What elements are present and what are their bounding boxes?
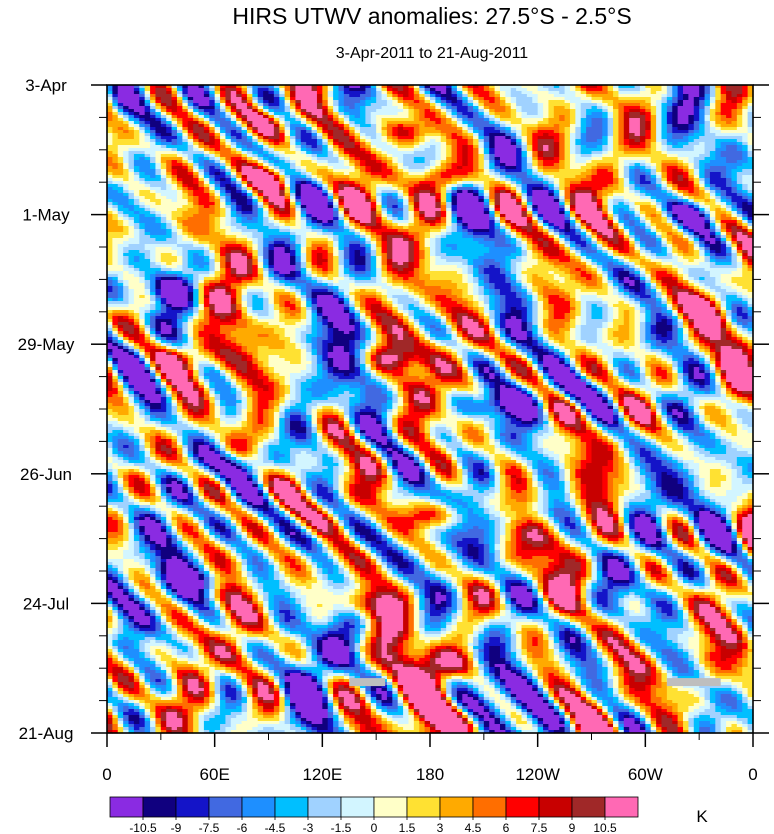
x-axis: 0 60E 120E 180 120W 60W 0 xyxy=(102,733,758,784)
y-tick-label: 24-Jul xyxy=(23,594,69,613)
units-label: K xyxy=(696,807,708,826)
x-tick-label: 0 xyxy=(102,765,111,784)
colorbar-label: 10.5 xyxy=(593,821,617,834)
colorbar-label: 3 xyxy=(437,821,444,834)
colorbar-swatch xyxy=(340,796,375,818)
colorbar-label: 6 xyxy=(503,821,510,834)
colorbar-label: -7.5 xyxy=(199,821,220,834)
x-tick-label: 0 xyxy=(748,765,757,784)
colorbar-swatch xyxy=(505,796,540,818)
colorbar-swatch xyxy=(571,796,606,818)
colorbar-swatch xyxy=(109,796,144,818)
y-tick-label: 26-Jun xyxy=(20,465,72,484)
anomaly-field xyxy=(107,85,754,734)
colorbar-label: -4.5 xyxy=(265,821,286,834)
colorbar-swatch xyxy=(439,796,474,818)
x-tick-label: 60W xyxy=(628,765,663,784)
y-axis: 3-Apr 1-May 29-May 26-Jun 24-Jul 21-Aug xyxy=(18,76,769,743)
colorbar-swatch xyxy=(241,796,276,818)
chart-subtitle: 3-Apr-2011 to 21-Aug-2011 xyxy=(336,45,529,62)
colorbar-swatch xyxy=(373,796,408,818)
colorbar-swatch xyxy=(604,796,639,818)
colorbar-label: 7.5 xyxy=(531,821,548,834)
colorbar-label: -3 xyxy=(303,821,314,834)
colorbar-swatch xyxy=(175,796,210,818)
x-tick-label: 120E xyxy=(302,765,342,784)
colorbar-swatch xyxy=(406,796,441,818)
y-tick-label: 1-May xyxy=(22,206,70,225)
colorbar-label: 9 xyxy=(569,821,576,834)
colorbar: -10.5 -9 -7.5 -6 -4.5 -3 -1.5 0 1.5 3 4.5 6 7.5 9 10.5 xyxy=(109,796,639,834)
colorbar-label: -10.5 xyxy=(129,821,157,834)
chart-title: HIRS UTWV anomalies: 27.5°S - 2.5°S xyxy=(232,3,631,29)
colorbar-label: 1.5 xyxy=(399,821,416,834)
colorbar-swatch xyxy=(208,796,243,818)
x-tick-label: 120W xyxy=(515,765,559,784)
y-tick-label: 3-Apr xyxy=(25,76,67,95)
colorbar-label: 4.5 xyxy=(465,821,482,834)
missing-data-segment xyxy=(666,678,721,687)
y-tick-label: 21-Aug xyxy=(19,724,74,743)
colorbar-label: -6 xyxy=(237,821,248,834)
colorbar-swatch xyxy=(274,796,309,818)
x-tick-label: 180 xyxy=(416,765,444,784)
colorbar-label: -1.5 xyxy=(331,821,352,834)
colorbar-label: -9 xyxy=(171,821,182,834)
missing-data-segment xyxy=(349,678,386,687)
colorbar-swatch xyxy=(538,796,573,818)
y-tick-label: 29-May xyxy=(18,335,75,354)
colorbar-swatch xyxy=(142,796,177,818)
colorbar-label: 0 xyxy=(371,821,378,834)
x-tick-label: 60E xyxy=(200,765,230,784)
colorbar-swatch xyxy=(472,796,507,818)
colorbar-swatch xyxy=(307,796,342,818)
